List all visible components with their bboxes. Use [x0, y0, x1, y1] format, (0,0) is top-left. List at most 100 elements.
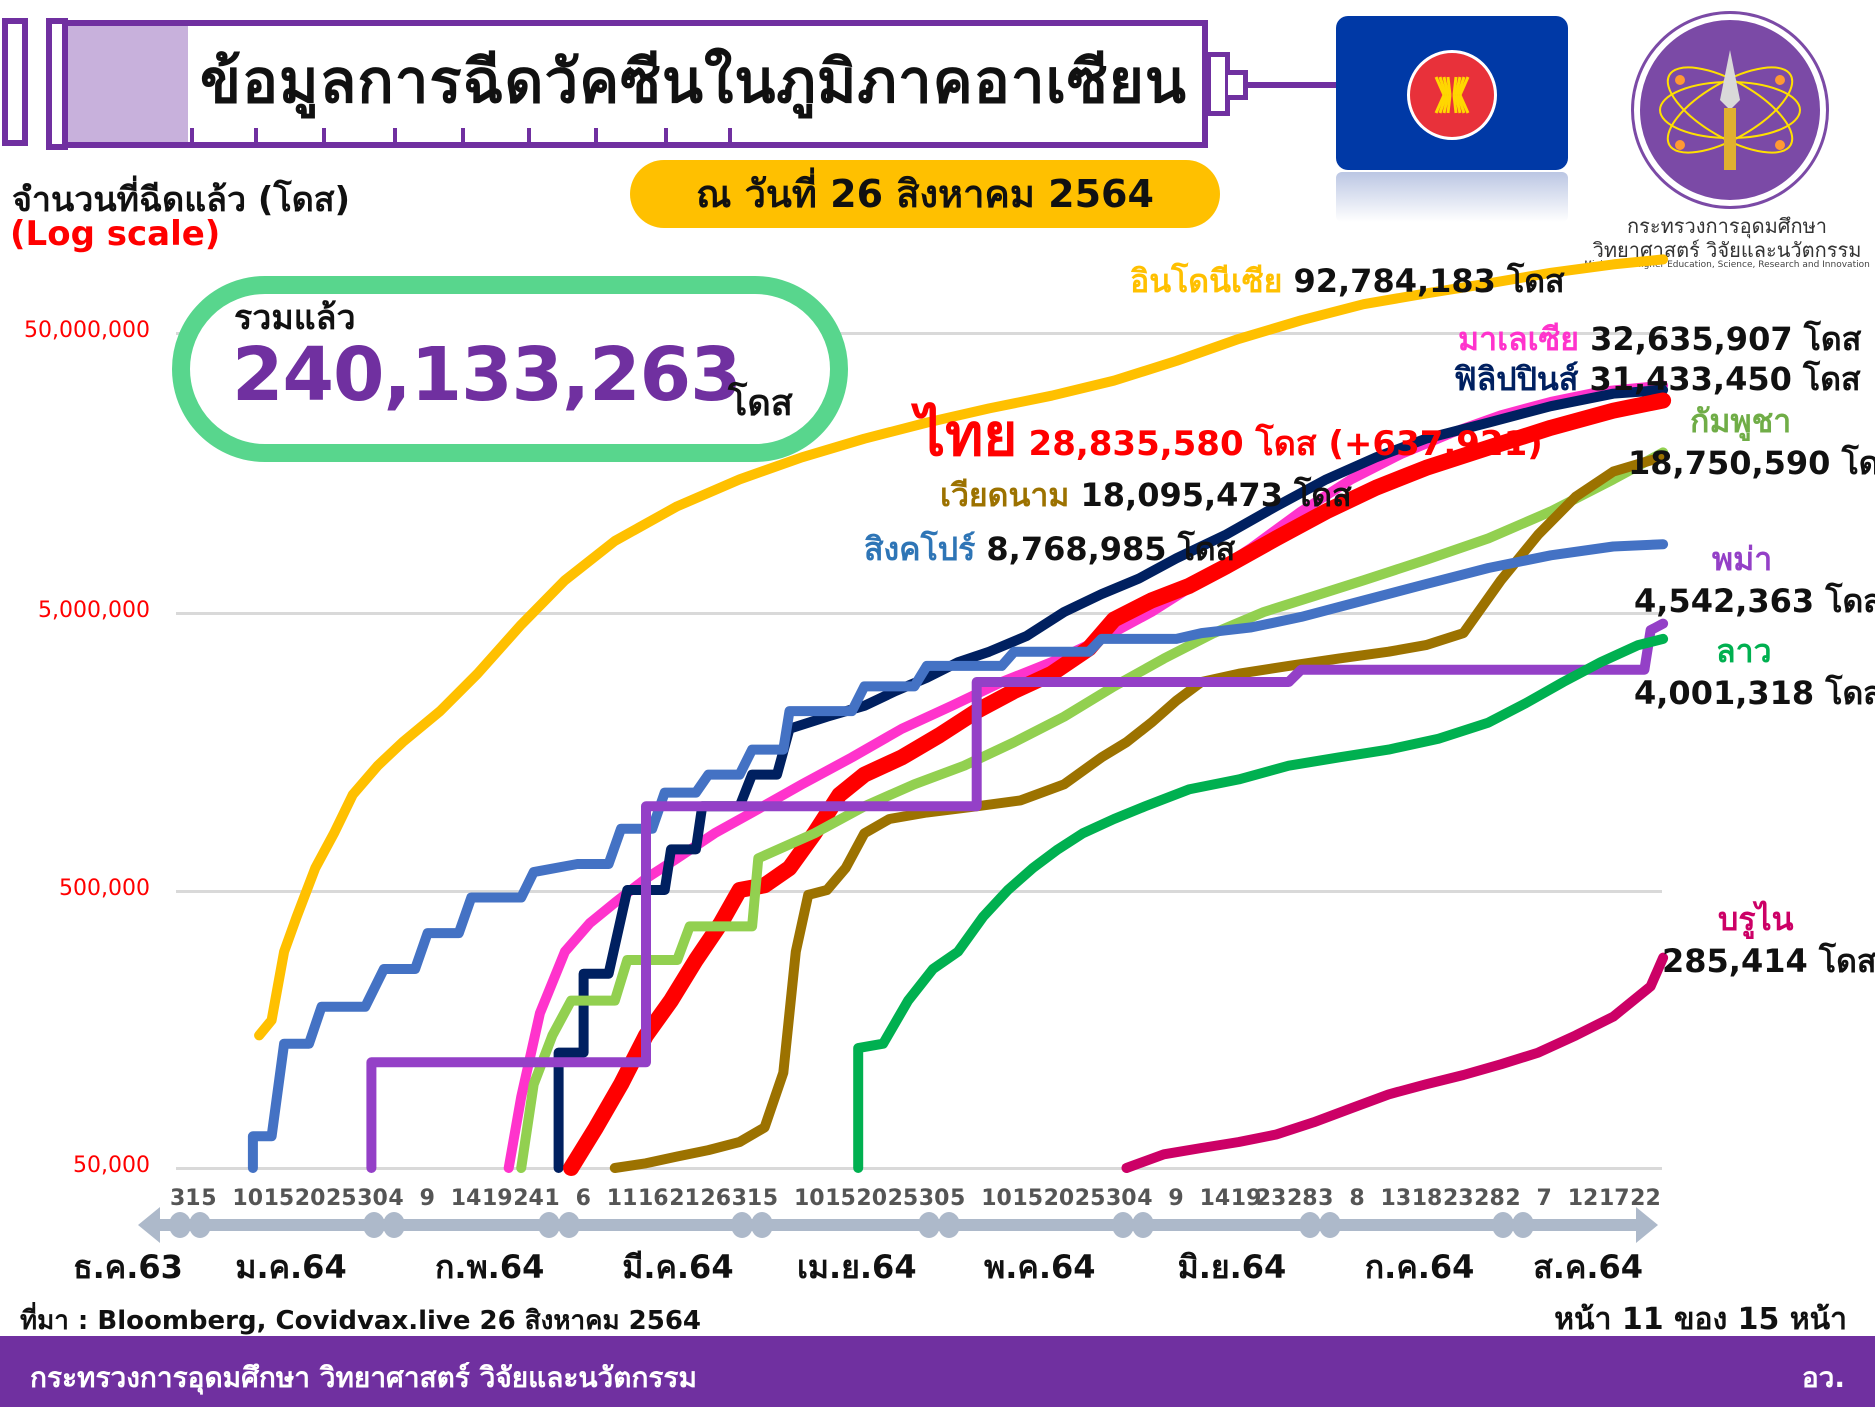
x-month-label: ม.ค.64: [235, 1248, 347, 1286]
month-boundary-marker: [189, 1212, 212, 1238]
month-boundary-marker: [557, 1212, 580, 1238]
month-boundary-marker: [918, 1212, 941, 1238]
arrow-right-icon: [1636, 1207, 1658, 1243]
month-boundary-marker: [1111, 1212, 1134, 1238]
series-line: [247, 539, 1669, 1173]
x-day-tick: 30: [918, 1186, 950, 1211]
x-month-label: ธ.ค.63: [73, 1248, 183, 1286]
gridline-5m: [176, 612, 1662, 615]
series-line: [609, 451, 1669, 1173]
syringe-needle: [1246, 82, 1336, 88]
x-day-tick: 25: [326, 1186, 357, 1211]
series-label-indonesia: อินโดนีเซีย 92,784,183 โดส: [1130, 256, 1565, 307]
series-label-laos-name: ลาว: [1716, 632, 1772, 670]
syringe-tick: [527, 128, 531, 142]
source-note: ที่มา : Bloomberg, Covidvax.live 26 สิงห…: [20, 1306, 702, 1336]
series-line: [1121, 952, 1669, 1173]
x-day-tick: 16: [638, 1186, 669, 1211]
total-unit: โดส: [728, 383, 793, 424]
x-day-tick: 30: [1106, 1186, 1137, 1211]
series-label-brunei-value: 285,414 โดส: [1662, 942, 1875, 980]
x-day-tick: 14: [450, 1186, 482, 1211]
x-day-tick: 6: [575, 1186, 591, 1211]
month-boundary-marker: [382, 1212, 405, 1238]
flag-reflection: [1336, 172, 1568, 222]
syringe-tick: [461, 128, 465, 142]
x-day-tick: 8: [1349, 1186, 1365, 1211]
syringe-tip: [1228, 70, 1248, 100]
series-label-malaysia: มาเลเซีย 32,635,907 โดส: [1458, 314, 1861, 365]
x-day-tick: 19: [1230, 1186, 1262, 1211]
footer-org-abbr: อว.: [1801, 1361, 1845, 1394]
series-label-singapore: สิงคโปร์ 8,768,985 โดส: [864, 524, 1235, 575]
gridline-50k: [176, 1167, 1662, 1170]
y-tick-label: 5,000,000: [38, 598, 150, 623]
x-day-tick: 21: [669, 1186, 700, 1211]
series-line: [853, 633, 1669, 1173]
syringe-tick: [254, 128, 258, 142]
syringe-tick: [664, 128, 668, 142]
x-day-tick: 1: [544, 1186, 560, 1211]
syringe-tick: [728, 128, 732, 142]
x-day-tick: 5: [950, 1186, 966, 1211]
date-badge: ณ วันที่ 26 สิงหาคม 2564: [630, 160, 1220, 228]
ministry-logo-icon: [1634, 14, 1826, 206]
syringe-tick: [594, 128, 598, 142]
x-day-tick: 2: [1505, 1186, 1521, 1211]
x-day-tick: 3: [1318, 1186, 1334, 1211]
x-day-tick: 5: [201, 1186, 217, 1211]
page-title: ข้อมูลการฉีดวัคซีนในภูมิภาคอาเซียน: [200, 47, 1187, 117]
x-day-tick: 24: [513, 1186, 544, 1211]
month-boundary-marker: [1131, 1212, 1154, 1238]
dose-count: 31,433,450 โดส: [1589, 360, 1861, 398]
x-day-tick: 12: [1567, 1186, 1599, 1211]
country-name: มาเลเซีย: [1458, 320, 1580, 358]
syringe-tick: [322, 128, 326, 142]
x-day-tick: 20: [294, 1186, 326, 1211]
series-label-cambodia-value: 18,750,590 โดส: [1628, 444, 1875, 482]
dose-count: 28,835,580 โดส (+637,921): [1028, 424, 1543, 464]
x-day-tick: 28: [1286, 1186, 1318, 1211]
y-tick-label: 50,000: [73, 1153, 150, 1178]
x-day-tick: 7: [1536, 1186, 1552, 1211]
arrow-left-icon: [138, 1207, 160, 1243]
gridline-500k: [176, 890, 1662, 893]
month-boundary-marker: [362, 1212, 385, 1238]
month-boundary-marker: [938, 1212, 961, 1238]
month-boundary-marker: [169, 1212, 192, 1238]
x-day-tick: 10: [794, 1186, 825, 1211]
x-day-tick: 19: [482, 1186, 513, 1211]
x-day-tick: 15: [263, 1186, 295, 1211]
x-day-tick: 10: [232, 1186, 264, 1211]
syringe-plunger-cap: [2, 18, 28, 146]
country-name: เวียดนาม: [940, 476, 1070, 514]
syringe-tick: [393, 128, 397, 142]
x-month-label: ก.ค.64: [1364, 1248, 1475, 1286]
x-day-tick: 30: [357, 1186, 388, 1211]
series-label-philippines: ฟิลิปปินส์ 31,433,450 โดส: [1454, 354, 1861, 405]
footer-bar: [0, 1336, 1875, 1407]
x-day-tick: 13: [1380, 1186, 1412, 1211]
y-axis-title: จำนวนที่ฉีดแล้ว (โดส): [12, 180, 351, 220]
x-day-tick: 10: [981, 1186, 1012, 1211]
gridline-50m: [176, 332, 1662, 335]
month-boundary-marker: [537, 1212, 560, 1238]
x-day-tick: 20: [1043, 1186, 1075, 1211]
x-day-tick: 31: [731, 1186, 763, 1211]
x-month-label: พ.ค.64: [984, 1248, 1096, 1286]
country-name: สิงคโปร์: [864, 530, 976, 568]
dose-count: 18,095,473 โดส: [1080, 476, 1352, 514]
series-line: [366, 618, 1669, 1173]
month-boundary-marker: [1512, 1212, 1535, 1238]
x-day-tick: 4: [388, 1186, 404, 1211]
series-line: [254, 254, 1669, 1041]
series-label-brunei-name: บรูไน: [1718, 900, 1794, 938]
month-boundary-marker: [1492, 1212, 1515, 1238]
x-month-label: มิ.ย.64: [1177, 1248, 1287, 1286]
x-day-tick: 5: [762, 1186, 779, 1211]
x-day-tick: 25: [1074, 1186, 1106, 1211]
x-month-label: เม.ย.64: [796, 1248, 917, 1286]
ministry-name-en: Ministry of Higher Education, Science, R…: [1584, 260, 1870, 270]
asean-emblem-icon: [1407, 50, 1497, 140]
